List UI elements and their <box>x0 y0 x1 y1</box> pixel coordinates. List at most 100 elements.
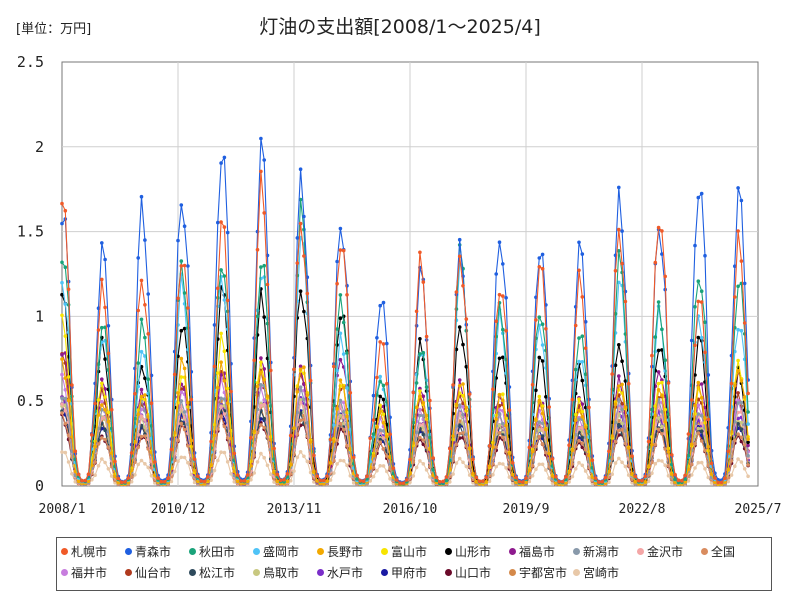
data-point <box>222 397 227 401</box>
data-point <box>699 396 704 400</box>
data-point <box>646 479 651 484</box>
data-point <box>491 445 495 450</box>
data-point <box>660 327 664 332</box>
data-point <box>530 474 535 478</box>
data-point <box>255 384 260 389</box>
data-point <box>656 416 661 420</box>
data-point <box>550 457 555 461</box>
data-point <box>66 460 71 464</box>
legend-label: 甲府市 <box>391 566 428 580</box>
data-point <box>355 477 359 481</box>
data-point <box>733 295 737 299</box>
data-point <box>457 456 462 461</box>
data-point <box>239 479 243 483</box>
data-point <box>461 342 465 347</box>
data-point <box>580 463 585 468</box>
data-point <box>746 463 750 467</box>
data-point <box>295 410 300 415</box>
data-point <box>699 300 704 304</box>
data-point <box>325 479 329 483</box>
legend-marker <box>509 569 516 576</box>
data-point <box>454 442 459 447</box>
data-point <box>229 436 233 441</box>
data-point <box>703 448 707 453</box>
legend-marker <box>701 548 708 555</box>
legend-label: 山口市 <box>455 566 492 580</box>
data-point <box>172 431 177 435</box>
data-point <box>106 467 111 471</box>
data-point <box>736 391 740 395</box>
data-point <box>255 430 260 435</box>
y-tick-label: 1.5 <box>17 223 44 241</box>
data-point <box>663 447 667 451</box>
data-point <box>265 321 270 326</box>
data-point <box>703 416 707 420</box>
data-point <box>66 287 71 292</box>
data-point <box>537 398 542 403</box>
legend-label: 福井市 <box>71 566 108 580</box>
data-point <box>428 435 432 440</box>
data-point <box>696 195 701 200</box>
data-point <box>726 467 730 472</box>
data-point <box>620 460 624 465</box>
data-point <box>338 248 343 252</box>
data-point <box>60 313 64 318</box>
data-point <box>560 480 565 484</box>
data-point <box>305 459 310 464</box>
data-point <box>693 373 697 377</box>
data-point <box>418 407 422 412</box>
data-point <box>186 444 190 448</box>
data-point <box>696 380 701 385</box>
data-point <box>136 445 140 450</box>
data-point <box>345 443 349 448</box>
data-point <box>497 408 502 412</box>
data-point <box>189 438 194 443</box>
series-layer <box>60 136 750 487</box>
x-axis-ticks: 2008/1 2010/12 2013/11 2016/10 2019/9 2022/8 2… <box>39 502 782 517</box>
data-point <box>696 279 701 284</box>
data-point <box>487 479 492 484</box>
data-point <box>736 284 740 289</box>
data-point <box>424 385 429 389</box>
data-point <box>388 476 392 481</box>
data-point <box>265 463 270 468</box>
data-point <box>580 295 585 299</box>
data-point <box>577 336 581 340</box>
data-point <box>179 455 184 460</box>
data-point <box>617 422 621 427</box>
legend-item: 鳥取市 <box>253 562 317 583</box>
data-point <box>613 363 618 368</box>
data-point <box>103 305 107 310</box>
data-point <box>302 417 306 422</box>
data-point <box>216 371 220 375</box>
data-point <box>663 358 667 363</box>
data-point <box>219 373 223 377</box>
data-point <box>693 441 697 446</box>
data-point <box>60 280 64 285</box>
data-point <box>338 357 343 362</box>
data-point <box>613 402 618 406</box>
data-point <box>93 460 97 464</box>
data-point <box>686 479 691 483</box>
data-point <box>414 430 419 435</box>
data-point <box>471 471 475 476</box>
data-point <box>338 378 343 383</box>
data-point <box>696 412 701 416</box>
data-point <box>259 403 263 408</box>
data-point <box>617 456 621 461</box>
data-point <box>477 479 482 484</box>
data-point <box>613 461 618 465</box>
data-point <box>504 449 508 454</box>
data-point <box>76 479 81 484</box>
data-point <box>341 385 346 390</box>
data-point <box>418 413 422 418</box>
data-point <box>232 469 237 474</box>
data-point <box>497 412 502 416</box>
data-point <box>617 280 621 285</box>
data-point <box>143 238 147 242</box>
data-point <box>219 268 223 272</box>
data-point <box>461 393 465 398</box>
data-point <box>302 214 306 219</box>
data-point <box>421 462 426 466</box>
data-point <box>371 393 376 398</box>
